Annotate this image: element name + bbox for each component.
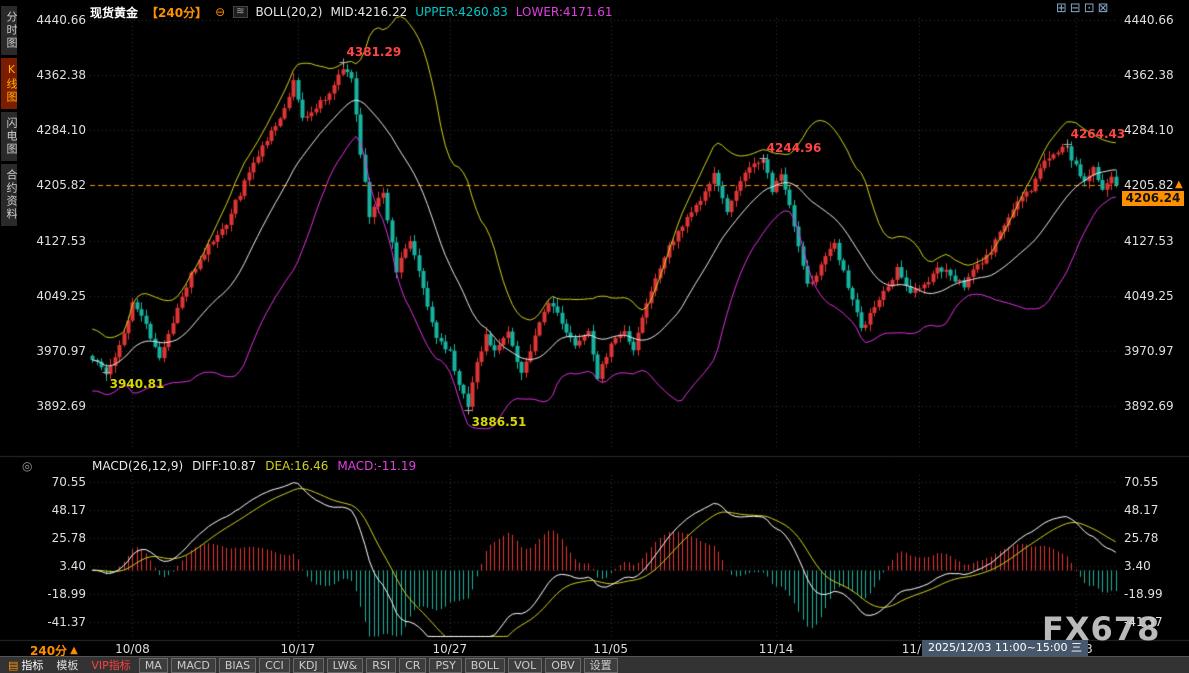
price-axis-label: 4205.82 xyxy=(36,178,86,193)
period-selector[interactable]: 240分 ▲ xyxy=(30,642,78,659)
boll-indicator-icon[interactable]: ≋ xyxy=(233,6,248,18)
indicator-list-icon: ▤ xyxy=(8,658,19,672)
price-axis-label: 3970.97 xyxy=(36,343,86,358)
indicator-button-cr[interactable]: CR xyxy=(399,657,427,673)
price-axis-label: 4440.66 xyxy=(1124,13,1174,27)
price-annotation: 3940.81 xyxy=(109,377,165,392)
indicator-button-psy[interactable]: PSY xyxy=(429,657,462,673)
boll-upper-value: UPPER:4260.83 xyxy=(415,5,508,19)
indicator-toolbar: ▤ 指标 模板 VIP指标 MA MACD BIAS CCI KDJ LW& RSI CR PSY BOL… xyxy=(0,656,1189,673)
last-price-badge: 4206.24 xyxy=(1122,191,1184,206)
collapse-period-icon[interactable]: ⊖ xyxy=(215,5,226,19)
toolbar-tab-label: 模板 xyxy=(56,659,79,672)
toolbar-tab-label: 指标 xyxy=(21,659,44,672)
macd-axis-label: 3.40 xyxy=(59,558,86,573)
indicator-button-cci[interactable]: CCI xyxy=(259,657,290,673)
price-axis-label: 4284.10 xyxy=(1124,123,1174,138)
price-axis-label: 4440.66 xyxy=(36,13,86,27)
period-text: 240分 xyxy=(30,644,68,658)
macd-axis-label: -41.37 xyxy=(1124,614,1163,629)
date-axis-label: 11/05 xyxy=(593,642,628,656)
toolbar-tab-templates-tab[interactable]: 模板 xyxy=(51,657,83,673)
period-arrow-icon: ▲ xyxy=(70,645,78,656)
layout-columns-icon[interactable]: ⊡ xyxy=(1083,1,1095,16)
hovered-bar-tooltip: 2025/12/03 11:00~15:00 三 xyxy=(922,640,1089,656)
macd-axis-label: -18.99 xyxy=(1124,586,1163,601)
date-axis-label: 11/14 xyxy=(758,642,794,656)
macd-axis-label: 3.40 xyxy=(1124,558,1151,573)
macd-axis-label: 70.55 xyxy=(51,474,86,489)
boll-mid-value: MID:4216.22 xyxy=(330,5,408,19)
period-label: 【240分】 xyxy=(146,5,208,20)
price-annotation: 4381.29 xyxy=(346,44,402,59)
macd-header: MACD(26,12,9) DIFF:10.87 DEA:16.46 MACD:… xyxy=(92,459,416,473)
toolbar-tab-label: VIP指标 xyxy=(91,659,131,672)
indicator-button-bias[interactable]: BIAS xyxy=(218,657,257,673)
chart-type-sidebar: 分时图 K线图闪电图合约资料 xyxy=(1,6,18,226)
layout-quad-icon[interactable]: ⊞ xyxy=(1056,1,1067,16)
price-axis-label: 4127.53 xyxy=(36,233,86,248)
boll-lower-value: LOWER:4171.61 xyxy=(515,5,613,19)
macd-axis-label: 70.55 xyxy=(1124,474,1159,489)
chart-type-tab-4[interactable]: 合约资料 xyxy=(1,164,18,226)
macd-macd-value: MACD:-11.19 xyxy=(337,459,417,473)
macd-axis-label: -41.37 xyxy=(47,614,86,629)
price-axis-label: 3892.69 xyxy=(36,399,86,413)
macd-axis-label: 25.78 xyxy=(51,530,86,545)
indicator-button-macd[interactable]: MACD xyxy=(170,657,216,673)
price-annotation: 3886.51 xyxy=(471,415,527,430)
date-axis-label: 10/17 xyxy=(280,642,316,656)
layout-rows-icon[interactable]: ⊟ xyxy=(1069,1,1081,16)
indicator-button-kdj[interactable]: KDJ xyxy=(292,657,324,673)
price-annotation: 4264.43 xyxy=(1070,127,1126,142)
indicator-button-ma[interactable]: MA xyxy=(138,657,168,673)
macd-axis-label: 48.17 xyxy=(51,502,86,517)
date-axis-label: 10/08 xyxy=(115,642,150,656)
boll-params-label: BOLL(20,2) xyxy=(255,5,323,19)
indicator-button-obv[interactable]: OBV xyxy=(545,657,581,673)
price-axis-label: 4127.53 xyxy=(1124,233,1174,248)
price-axis-label: 4049.25 xyxy=(36,288,86,303)
price-axis-label: 4284.10 xyxy=(36,123,86,138)
price-axis-label: 3892.69 xyxy=(1124,399,1174,413)
macd-axis-label: -18.99 xyxy=(47,586,86,601)
macd-axis-label: 25.78 xyxy=(1124,530,1159,545)
price-axis-label: 4362.38 xyxy=(36,68,86,83)
indicator-button-rsi[interactable]: RSI xyxy=(366,657,397,673)
macd-axis-label: 48.17 xyxy=(1124,502,1159,517)
price-axis-label: 3970.97 xyxy=(1124,343,1174,358)
indicator-button-settings[interactable]: 设置 xyxy=(583,657,618,673)
macd-dea-value: DEA:16.46 xyxy=(265,459,329,473)
price-annotation: 4244.96 xyxy=(766,140,822,155)
chart-header: 现货黄金 【240分】 ⊖ ≋ BOLL(20,2) MID:4216.22 U… xyxy=(90,4,613,20)
indicator-button-vol[interactable]: VOL xyxy=(508,657,543,673)
price-up-arrow-icon: ▲ xyxy=(1175,179,1183,190)
date-axis-label: 10/27 xyxy=(432,642,468,656)
indicator-button-boll[interactable]: BOLL xyxy=(464,657,506,673)
macd-params-label: MACD(26,12,9) xyxy=(92,459,184,473)
layout-single-icon[interactable]: ⊠ xyxy=(1097,1,1109,16)
layout-controls: ⊞ ⊟ ⊡ ⊠ xyxy=(1056,2,1109,16)
indicator-pane-toggle-icon[interactable]: ◎ xyxy=(22,459,33,473)
price-axis-label: 4049.25 xyxy=(1124,288,1174,303)
chart-type-tab-1[interactable]: 分时图 xyxy=(1,6,18,55)
chart-type-tab-3[interactable]: 闪电图 xyxy=(1,112,18,161)
toolbar-tab-indicators-tab[interactable]: ▤ 指标 xyxy=(3,657,48,673)
price-axis-label: 4205.82 xyxy=(1124,178,1174,193)
price-axis-label: 4362.38 xyxy=(1124,68,1174,83)
indicator-button-lwr[interactable]: LW& xyxy=(326,657,364,673)
symbol-name: 现货黄金 xyxy=(90,5,139,20)
chart-type-tab-2[interactable]: K线图 xyxy=(1,58,18,109)
macd-diff-value: DIFF:10.87 xyxy=(192,459,257,473)
toolbar-tab-vip-indicators-tab[interactable]: VIP指标 xyxy=(86,657,135,673)
